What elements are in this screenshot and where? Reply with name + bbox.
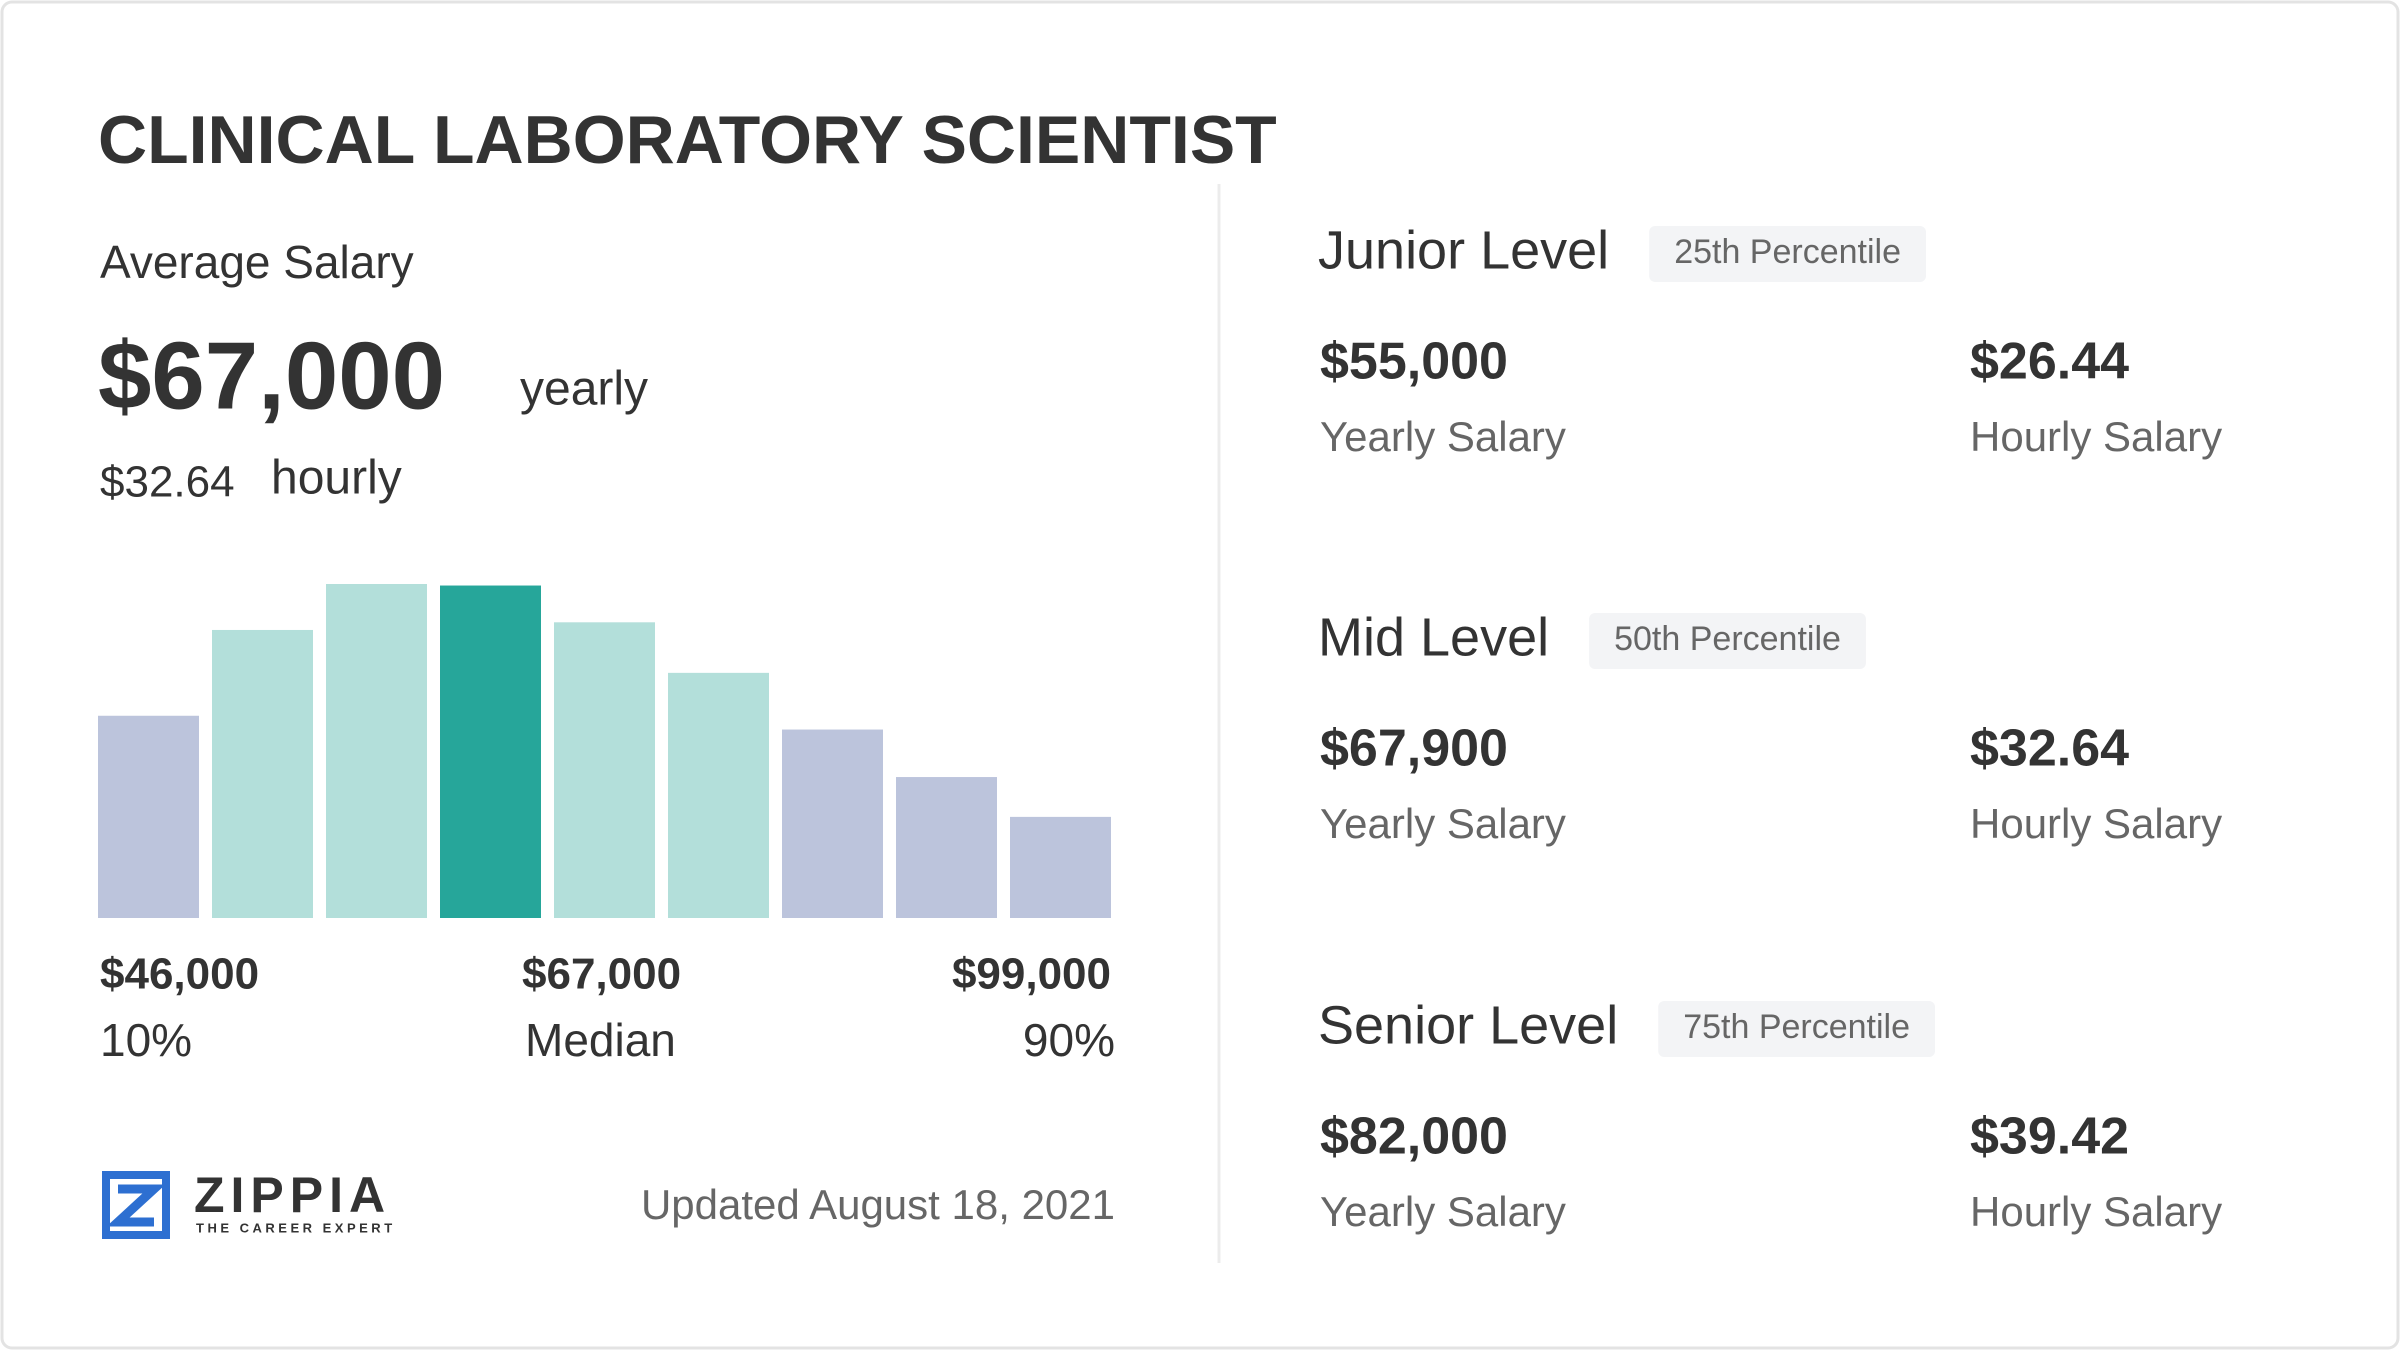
bar	[440, 585, 541, 918]
percentile-badge	[1649, 226, 1926, 282]
yearly-unit: yearly	[520, 363, 648, 416]
brand: ZIPPIA	[194, 1167, 391, 1223]
percentile: 50th Percentile	[1614, 620, 1841, 658]
levels: Junior Level 25th Percentile $55,000 Yearly…	[1318, 220, 2222, 1235]
bar	[782, 729, 883, 918]
bar	[896, 777, 997, 918]
bar	[212, 629, 313, 918]
average-yearly: $67,000	[98, 322, 445, 429]
hourly-unit: hourly	[271, 452, 402, 505]
percentile: 75th Percentile	[1683, 1008, 1910, 1046]
percentile: 25th Percentile	[1674, 233, 1901, 271]
logo-z	[106, 1184, 166, 1227]
bar	[668, 672, 769, 918]
percentile-badge	[1658, 1001, 1936, 1057]
bar	[1010, 816, 1111, 918]
level-name: Senior Level	[1318, 995, 1618, 1055]
hourly-label: Hourly Salary	[1970, 800, 2222, 847]
average-label: Average Salary	[100, 236, 414, 288]
low-amount: $46,000	[100, 950, 259, 999]
yearly-label: Yearly Salary	[1320, 413, 1566, 460]
logo: ZIPPIA THE CAREER EXPERT	[102, 1167, 396, 1239]
percentile-badge	[1589, 613, 1866, 669]
title: CLINICAL LABORATORY SCIENTIST	[98, 102, 1277, 178]
high-label: 90%	[1023, 1014, 1115, 1066]
yearly-label: Yearly Salary	[1320, 800, 1566, 847]
histogram	[98, 584, 1111, 918]
hourly-label: Hourly Salary	[1970, 413, 2222, 460]
yearly-amount: $82,000	[1320, 1108, 1508, 1166]
hourly-label: Hourly Salary	[1970, 1188, 2222, 1235]
median-label: Median	[525, 1014, 676, 1066]
level-name: Junior Level	[1318, 220, 1609, 280]
average-hourly: $32.64	[100, 458, 235, 507]
bar	[98, 715, 199, 918]
median-amount: $67,000	[522, 950, 681, 999]
hourly-amount: $26.44	[1970, 333, 2129, 391]
level-name: Mid Level	[1318, 607, 1549, 667]
tagline: THE CAREER EXPERT	[196, 1220, 396, 1235]
high-amount: $99,000	[952, 950, 1111, 999]
updated: Updated August 18, 2021	[641, 1181, 1115, 1228]
yearly-amount: $67,900	[1320, 720, 1508, 778]
low-label: 10%	[100, 1014, 192, 1066]
hourly-amount: $39.42	[1970, 1108, 2129, 1166]
yearly-amount: $55,000	[1320, 333, 1508, 391]
hourly-amount: $32.64	[1970, 720, 2129, 778]
bar	[326, 584, 427, 918]
logo-box	[102, 1171, 170, 1239]
bar	[554, 622, 655, 918]
yearly-label: Yearly Salary	[1320, 1188, 1566, 1235]
